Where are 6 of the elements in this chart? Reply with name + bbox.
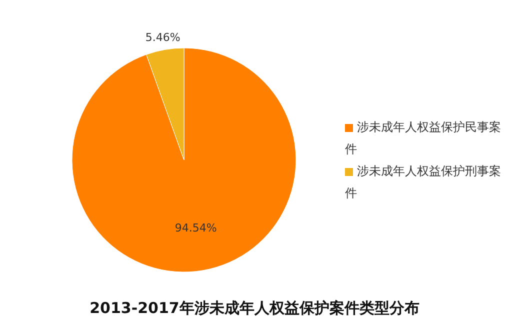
legend-label: 涉未成年人权益保护刑事案件 [345, 164, 501, 200]
pie-slice [72, 48, 296, 272]
data-label: 94.54% [174, 221, 217, 234]
text: 2013-2017年涉未成年人权益保护案件类型分布 [90, 299, 420, 317]
legend-label: 涉未成年人权益保护民事案件 [345, 120, 501, 156]
data-label: 5.46% [145, 30, 180, 44]
